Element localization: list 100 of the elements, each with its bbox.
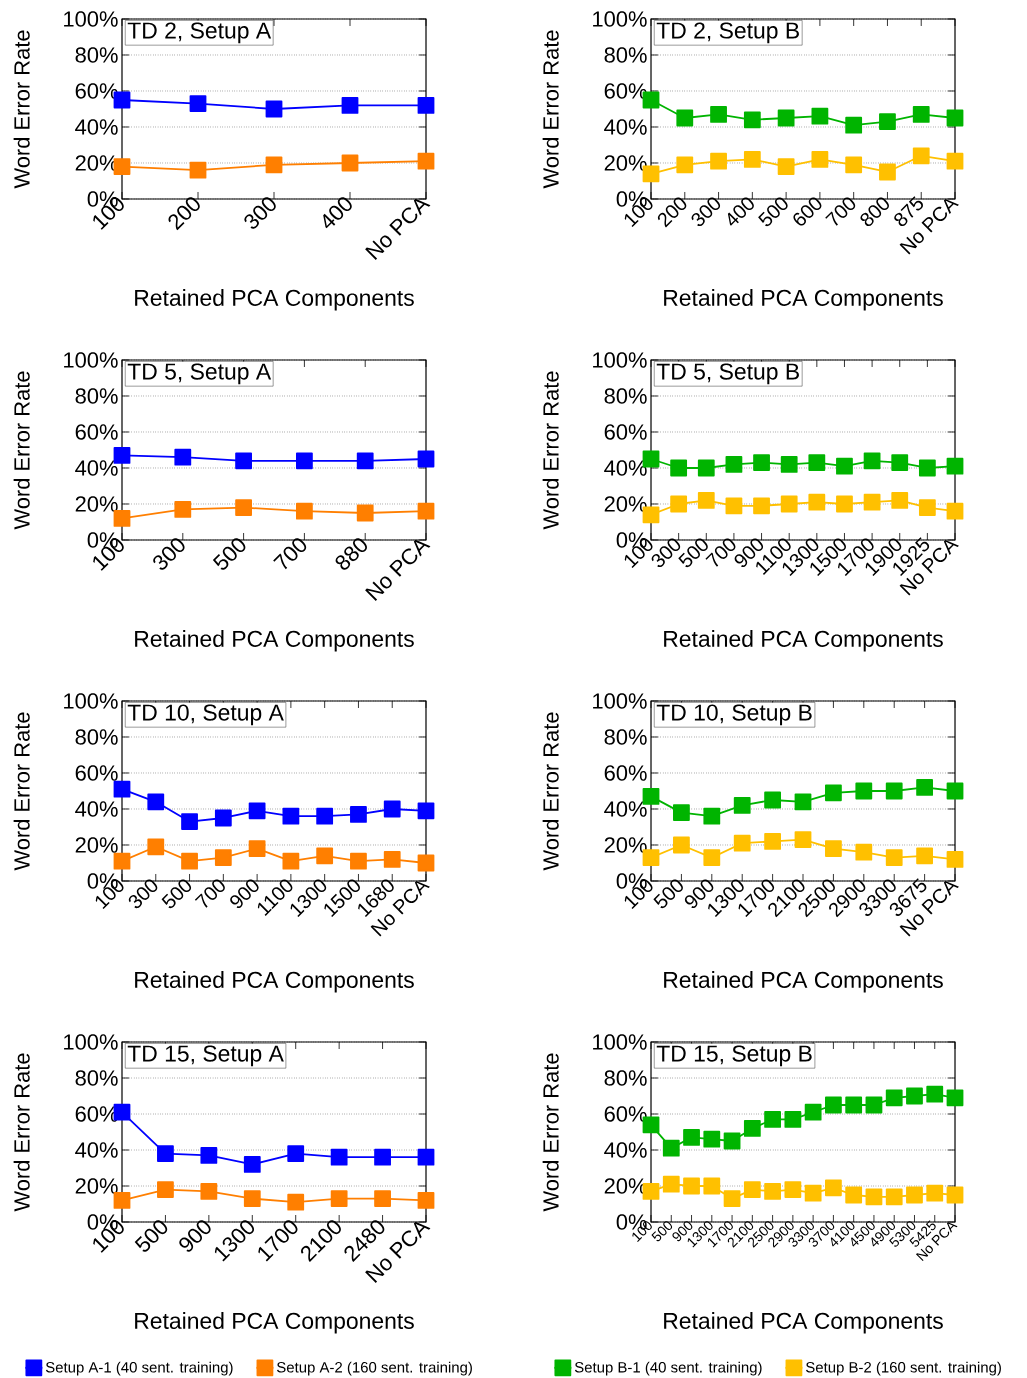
y-tick-label: 60% [75,424,118,440]
x-tick-label: 700 [273,538,307,570]
point [417,502,435,520]
x-tick-label: 500 [758,197,788,227]
y-tick-label: 60% [604,1106,647,1122]
y-tick-label: 100% [593,352,647,368]
point [200,1147,218,1164]
y-tick-label: 80% [604,388,647,404]
point [697,459,715,477]
point [946,109,964,127]
chart-title: TD 5, Setup A [127,363,272,385]
y-tick-label: 40% [75,119,118,135]
point [885,1089,903,1107]
point [157,1181,174,1198]
point [113,852,131,870]
point [946,152,964,170]
x-tick-label: 500 [161,879,192,909]
point [662,1175,680,1193]
y-tick-label: 40% [75,1142,118,1158]
chart-title: TD 15, Setup B [656,1045,812,1067]
point [845,156,863,174]
point [287,1145,305,1162]
point [780,495,798,513]
point [845,1186,863,1204]
y-tick-label: 40% [75,460,118,476]
y-tick-label: 100% [593,1034,647,1050]
x-tick-label: 700 [825,197,856,226]
point [181,852,198,870]
y-tick-label: 80% [604,729,647,745]
y-tick-label: 100% [64,352,118,368]
point [777,109,795,127]
point [710,152,727,170]
point [703,1177,721,1195]
chart-title: TD 2, Setup A [127,22,272,44]
y-tick-label: 100% [593,693,647,709]
point [855,843,873,861]
point [918,459,936,477]
point [764,791,782,809]
point [865,1096,883,1114]
x-tick-label: 300 [651,538,681,568]
point [794,793,812,811]
y-axis-title: Word Error Rate [13,371,30,530]
point [356,452,374,470]
point [243,1156,261,1173]
point [330,1190,348,1207]
x-tick-label: 880 [335,538,367,570]
legend-label: Setup B-2 (160 sent. training) [805,1361,1001,1376]
y-tick-label: 100% [593,11,647,27]
point [417,854,435,872]
x-tick-label: 400 [727,197,754,226]
point [725,497,743,515]
point [946,502,964,520]
point [863,493,881,511]
y-tick-label: 100% [64,11,118,27]
x-tick-label: 600 [793,197,822,226]
point [417,96,435,114]
point [743,150,761,168]
point [825,1179,842,1197]
x-tick-label: No PCA [365,198,431,260]
y-tick-label: 40% [604,460,647,476]
point [784,1111,802,1128]
point [912,105,930,123]
y-tick-label: 20% [75,837,118,853]
x-tick-label: 300 [153,538,185,570]
point [811,107,829,125]
point [113,780,131,798]
point [417,1192,435,1209]
y-tick-label: 80% [604,1070,647,1086]
y-axis-title: Word Error Rate [542,712,559,871]
x-tick-label: 700 [194,879,225,908]
y-tick-label: 80% [604,47,647,63]
legend-label: Setup A-2 (160 sent. training) [276,1361,472,1376]
point [764,832,782,850]
point [926,1184,944,1202]
x-axis-title: Retained PCA Components [135,971,414,993]
y-tick-label: 40% [604,119,647,135]
x-tick-label: 300 [244,197,276,229]
point [282,852,300,870]
y-axis-title: Word Error Rate [542,371,559,530]
x-tick-label: 300 [128,879,158,909]
point [374,1148,391,1166]
point [703,1130,721,1148]
x-tick-label: 200 [657,197,687,228]
point [918,499,936,516]
point [825,840,842,857]
point [113,158,131,175]
point [287,1193,305,1211]
point [855,782,873,800]
x-tick-label: 200 [168,197,200,231]
point [725,455,743,473]
x-axis-title: Retained PCA Components [135,630,414,652]
point [356,504,374,522]
y-tick-label: 20% [75,496,118,512]
point [296,452,313,470]
point [743,1181,761,1198]
point [330,1148,348,1166]
x-tick-label: 400 [323,197,352,229]
chart-title: TD 10, Setup A [127,704,284,726]
point [174,500,192,518]
point [863,452,881,470]
